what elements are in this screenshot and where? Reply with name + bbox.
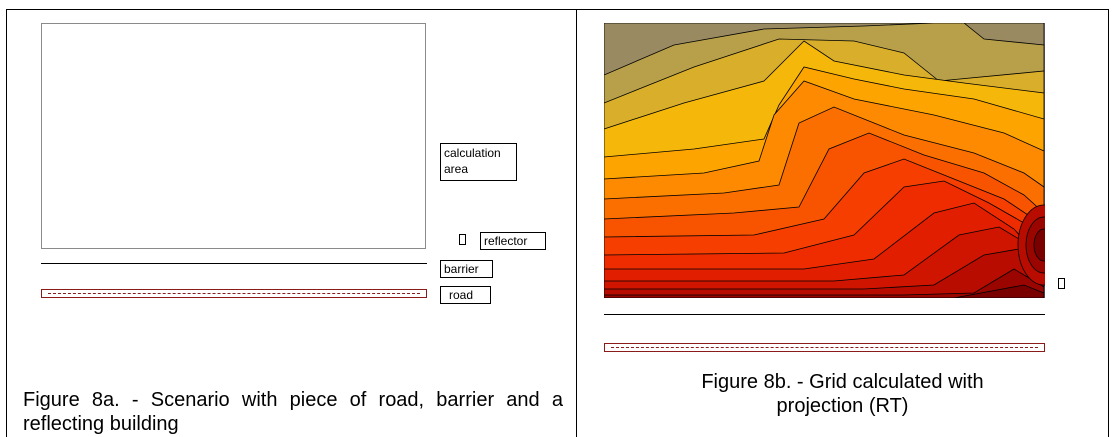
road-strip (41, 289, 427, 298)
caption-figure-8b: Figure 8b. - Grid calculated with projec… (576, 370, 1109, 418)
calculation-area-label: calculation area (440, 143, 517, 181)
reflector-building-marker (459, 234, 466, 245)
caption-figure-8a: Figure 8a. - Scenario with piece of road… (23, 389, 563, 435)
barrier-label: barrier (440, 260, 493, 278)
contour-bands (604, 23, 1045, 298)
noise-contour-grid (604, 23, 1045, 298)
contour-band (604, 226, 1045, 298)
barrier-line-b (604, 314, 1045, 315)
barrier-line (41, 263, 427, 264)
caption-figure-8b-line2: projection (RT) (776, 395, 909, 417)
reflector-building-marker-b (1058, 278, 1065, 289)
reflector-label: reflector (480, 232, 546, 250)
contour-hotspot (1033, 228, 1045, 262)
panel-grid: Figure 8b. - Grid calculated with projec… (576, 9, 1109, 437)
panel-scenario: calculation area reflector barrier road … (6, 9, 577, 437)
calculation-area-rect (41, 23, 426, 249)
road-strip-b (604, 343, 1045, 352)
road-label: road (440, 286, 491, 304)
contour-band (604, 284, 1045, 298)
caption-figure-8b-line1: Figure 8b. - Grid calculated with (701, 371, 984, 393)
